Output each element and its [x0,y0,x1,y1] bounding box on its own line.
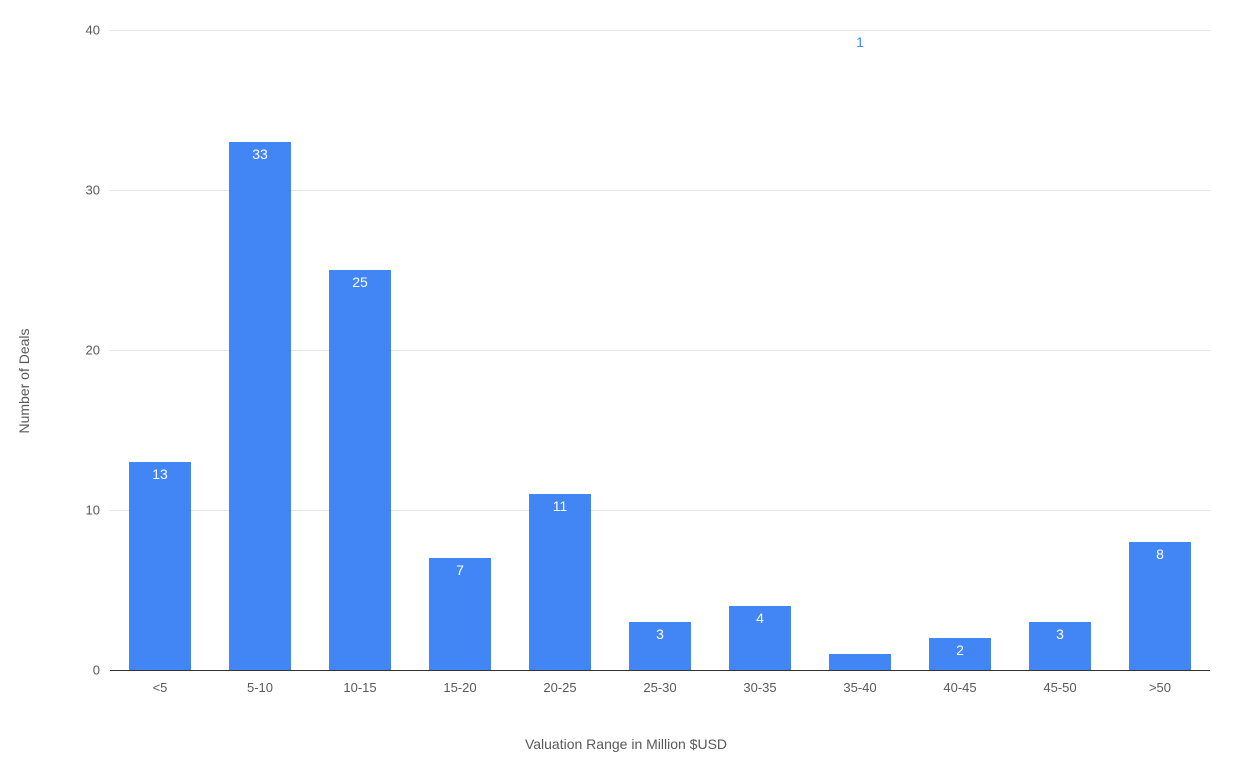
bar-slot: 715-20 [410,30,510,670]
chart-container: Number of Deals Valuation Range in Milli… [0,0,1252,762]
plot-area: 13<5335-102510-15715-201120-25325-30430-… [110,30,1210,670]
bar-value-label: 13 [152,466,168,482]
bar-slot: 2510-15 [310,30,410,670]
y-tick-label: 10 [86,503,110,518]
bar-value-label: 33 [252,146,268,162]
x-tick-label: 30-35 [743,670,776,695]
bar-slot: 8>50 [1110,30,1210,670]
bar-slot: 240-45 [910,30,1010,670]
bar-value-label: 2 [956,642,964,658]
bar: 3 [629,622,691,670]
x-tick-label: >50 [1149,670,1171,695]
bar-value-label: 3 [656,626,664,642]
bar-value-label: 25 [352,274,368,290]
y-tick-label: 0 [93,663,110,678]
bar: 4 [729,606,791,670]
bar-value-label: 7 [456,562,464,578]
y-tick-label: 40 [86,23,110,38]
bar-slot: 345-50 [1010,30,1110,670]
bar-value-label: 1 [856,34,864,650]
bar: 33 [229,142,291,670]
bar-value-label: 3 [1056,626,1064,642]
x-tick-label: <5 [153,670,168,695]
bar-slot: 335-10 [210,30,310,670]
bars-layer: 13<5335-102510-15715-201120-25325-30430-… [110,30,1210,670]
x-tick-label: 20-25 [543,670,576,695]
bar: 11 [529,494,591,670]
y-tick-label: 20 [86,343,110,358]
x-axis-title: Valuation Range in Million $USD [0,736,1252,752]
bar-slot: 325-30 [610,30,710,670]
bar-value-label: 8 [1156,546,1164,562]
bar: 7 [429,558,491,670]
bar: 8 [1129,542,1191,670]
x-tick-label: 35-40 [843,670,876,695]
x-tick-label: 15-20 [443,670,476,695]
x-tick-label: 45-50 [1043,670,1076,695]
y-tick-label: 30 [86,183,110,198]
bar: 2 [929,638,991,670]
bar-slot: 430-35 [710,30,810,670]
bar [829,654,891,670]
x-axis-baseline [110,670,1210,671]
x-tick-label: 10-15 [343,670,376,695]
y-axis-title: Number of Deals [16,328,32,433]
bar: 3 [1029,622,1091,670]
bar-slot: 1120-25 [510,30,610,670]
x-tick-label: 5-10 [247,670,273,695]
bar: 25 [329,270,391,670]
bar-value-label: 11 [553,498,568,514]
x-tick-label: 40-45 [943,670,976,695]
bar-slot: 13<5 [110,30,210,670]
bar-value-label: 4 [756,610,764,626]
bar: 13 [129,462,191,670]
bar-slot: 135-40 [810,30,910,670]
x-tick-label: 25-30 [643,670,676,695]
